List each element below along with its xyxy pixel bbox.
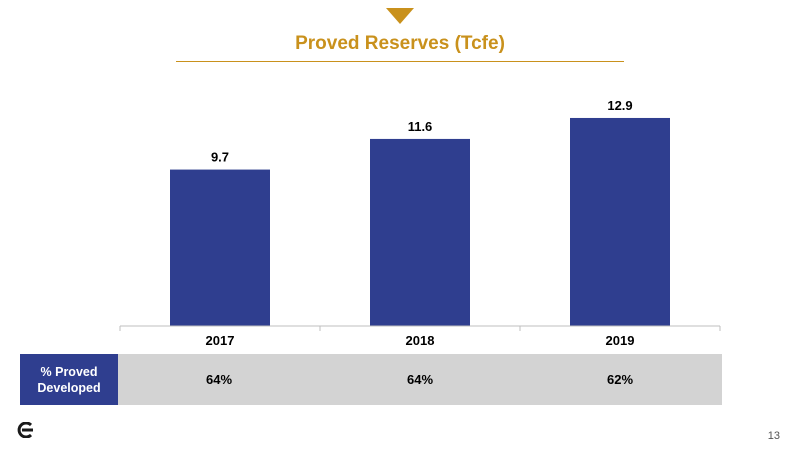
data-label-group: 9.7 11.6 12.9 — [211, 98, 633, 165]
triangle-marker-icon — [386, 8, 414, 24]
bar-2019 — [570, 117, 670, 327]
proved-developed-band — [20, 354, 722, 405]
proved-developed-2019: 62% — [606, 372, 634, 387]
proved-developed-2017: 64% — [205, 372, 233, 387]
company-logo-icon — [17, 422, 33, 438]
x-tick-label-2017: 2017 — [206, 333, 235, 348]
bar-group — [170, 117, 670, 327]
data-label-2017: 9.7 — [211, 150, 229, 165]
proved-developed-label: % Proved Developed — [20, 354, 118, 405]
x-tick-label-2019: 2019 — [606, 333, 635, 348]
page-number: 13 — [767, 430, 780, 442]
x-tick-label-2018: 2018 — [406, 333, 435, 348]
chart-title: Proved Reserves (Tcfe) — [295, 33, 505, 54]
proved-developed-2018: 64% — [406, 372, 434, 387]
bar-2017 — [170, 169, 270, 326]
data-label-2018: 11.6 — [408, 119, 433, 134]
data-label-2019: 12.9 — [607, 98, 632, 113]
title-underline — [176, 61, 624, 62]
bar-chart: 2017 2018 2019 9.7 11.6 12.9 — [119, 98, 721, 348]
bar-2018 — [370, 138, 470, 326]
x-tick-group: 2017 2018 2019 — [119, 326, 721, 348]
